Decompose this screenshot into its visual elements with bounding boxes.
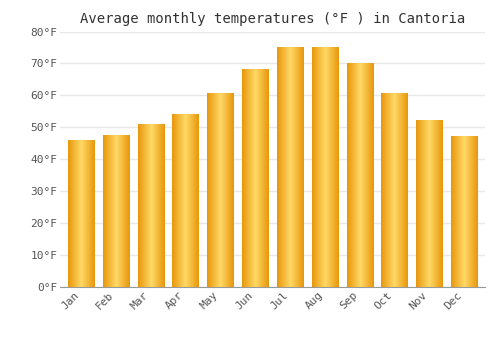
Bar	[102, 135, 129, 287]
Bar	[242, 70, 268, 287]
Bar	[172, 114, 199, 287]
Bar	[382, 94, 407, 287]
Bar	[207, 94, 234, 287]
Bar	[416, 121, 442, 287]
Bar	[277, 48, 303, 287]
Bar	[346, 63, 372, 287]
Bar	[312, 48, 338, 287]
Title: Average monthly temperatures (°F ) in Cantoria: Average monthly temperatures (°F ) in Ca…	[80, 12, 465, 26]
Bar	[138, 124, 164, 287]
Bar	[68, 140, 94, 287]
Bar	[451, 137, 477, 287]
